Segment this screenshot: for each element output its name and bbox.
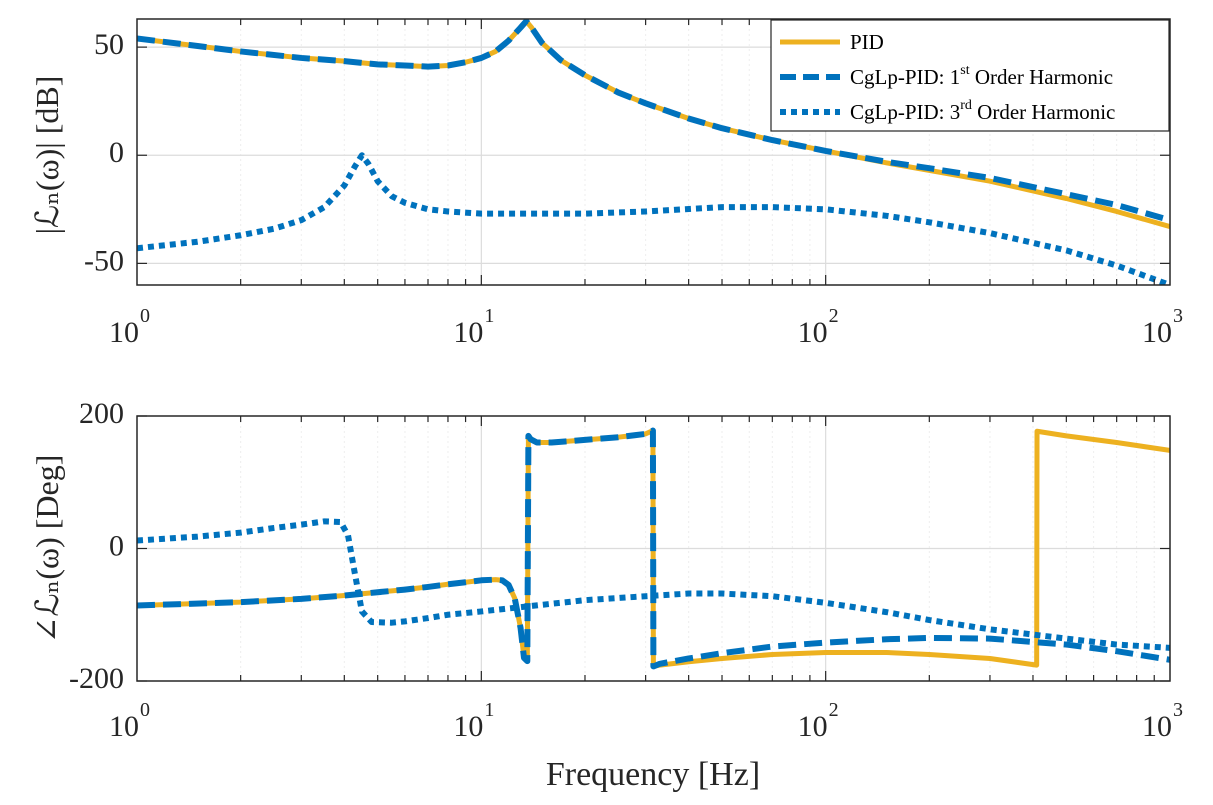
- svg-text:10: 10: [798, 316, 828, 349]
- legend-third-tail: Order Harmonic: [972, 100, 1115, 124]
- legend-third-sup: rd: [960, 98, 972, 113]
- mag-ytick-label-0: 50: [94, 28, 124, 61]
- legend: PID CgLp-PID: 1st Order Harmonic CgLp-PI…: [770, 19, 1170, 132]
- mag-xtick-label-1: 10 1: [453, 305, 494, 349]
- svg-text:10: 10: [109, 316, 139, 349]
- magnitude-lines: [137, 19, 1170, 285]
- phase-ytick-label-0: 200: [79, 397, 124, 430]
- mag-xtick-exp-0: 0: [140, 305, 150, 327]
- svg-text:10: 10: [453, 316, 483, 349]
- mag-ytick-label-2: -50: [84, 244, 124, 277]
- legend-entry-pid: PID: [850, 30, 884, 54]
- phase-xtick-base-3: 10: [1142, 710, 1172, 743]
- svg-text:10: 10: [109, 710, 139, 743]
- phase-xtick-label-0: 10 0: [109, 699, 150, 743]
- phase-xtick-base-1: 10: [453, 710, 483, 743]
- phase-xtick-exp-2: 2: [829, 699, 839, 721]
- legend-entry-first-harmonic: CgLp-PID: 1st Order Harmonic: [850, 63, 1113, 89]
- magnitude-series-dotted-line: [137, 152, 1170, 285]
- magnitude-series-dashed-line: [137, 19, 1170, 224]
- phase-ytick-label-2: -200: [69, 662, 124, 695]
- phase-xtick-base-2: 10: [798, 710, 828, 743]
- mag-xtick-label-3: 10 3: [1142, 305, 1183, 349]
- mag-xtick-base-1: 10: [453, 316, 483, 349]
- mag-xtick-exp-2: 2: [829, 305, 839, 327]
- phase-xlabel: Frequency [Hz]: [546, 756, 760, 793]
- mag-xtick-base-3: 10: [1142, 316, 1172, 349]
- phase-ticks: [137, 415, 1170, 682]
- legend-third-base: CgLp-PID: 3: [850, 100, 960, 124]
- magnitude-ylabel: |ℒₙ(ω)| [dB]: [29, 76, 65, 235]
- mag-xtick-base-2: 10: [798, 316, 828, 349]
- mag-xtick-base-0: 10: [109, 316, 139, 349]
- svg-text:10: 10: [1142, 710, 1172, 743]
- legend-pid-text: PID: [850, 30, 884, 54]
- magnitude-axes-box: [136, 18, 1171, 286]
- phase-series-dotted-line: [137, 518, 1170, 651]
- svg-text:10: 10: [798, 710, 828, 743]
- phase-xtick-label-2: 10 2: [798, 699, 839, 743]
- phase-xtick-label-1: 10 1: [453, 699, 494, 743]
- magnitude-grid: [137, 19, 1170, 285]
- mag-xtick-exp-3: 3: [1173, 305, 1183, 327]
- magnitude-plot: 50 0 -50 10 0 10 1 10 2 10 3 |ℒₙ(ω)| [dB…: [29, 18, 1183, 349]
- legend-entry-third-harmonic: CgLp-PID: 3rd Order Harmonic: [850, 98, 1115, 124]
- phase-xtick-exp-3: 3: [1173, 699, 1183, 721]
- mag-xtick-label-2: 10 2: [798, 305, 839, 349]
- phase-xtick-exp-0: 0: [140, 699, 150, 721]
- legend-first-base: CgLp-PID: 1: [850, 65, 960, 89]
- phase-plot: 200 0 -200 10 0 10 1 10 2 10 3 ∠ℒₙ(ω) [D…: [29, 397, 1183, 793]
- svg-text:10: 10: [453, 710, 483, 743]
- mag-xtick-exp-1: 1: [484, 305, 494, 327]
- svg-text:10: 10: [1142, 316, 1172, 349]
- legend-first-sup: st: [960, 63, 969, 78]
- mag-ytick-label-1: 0: [109, 136, 124, 169]
- phase-series-dashed-line: [137, 427, 1170, 670]
- phase-ylabel: ∠ℒₙ(ω) [Deg]: [29, 455, 65, 644]
- phase-xtick-exp-1: 1: [484, 699, 494, 721]
- legend-first-tail: Order Harmonic: [970, 65, 1113, 89]
- phase-xtick-label-3: 10 3: [1142, 699, 1183, 743]
- phase-ytick-label-1: 0: [109, 529, 124, 562]
- mag-xtick-label-0: 10 0: [109, 305, 150, 349]
- phase-lines: [137, 427, 1170, 670]
- phase-xtick-base-0: 10: [109, 710, 139, 743]
